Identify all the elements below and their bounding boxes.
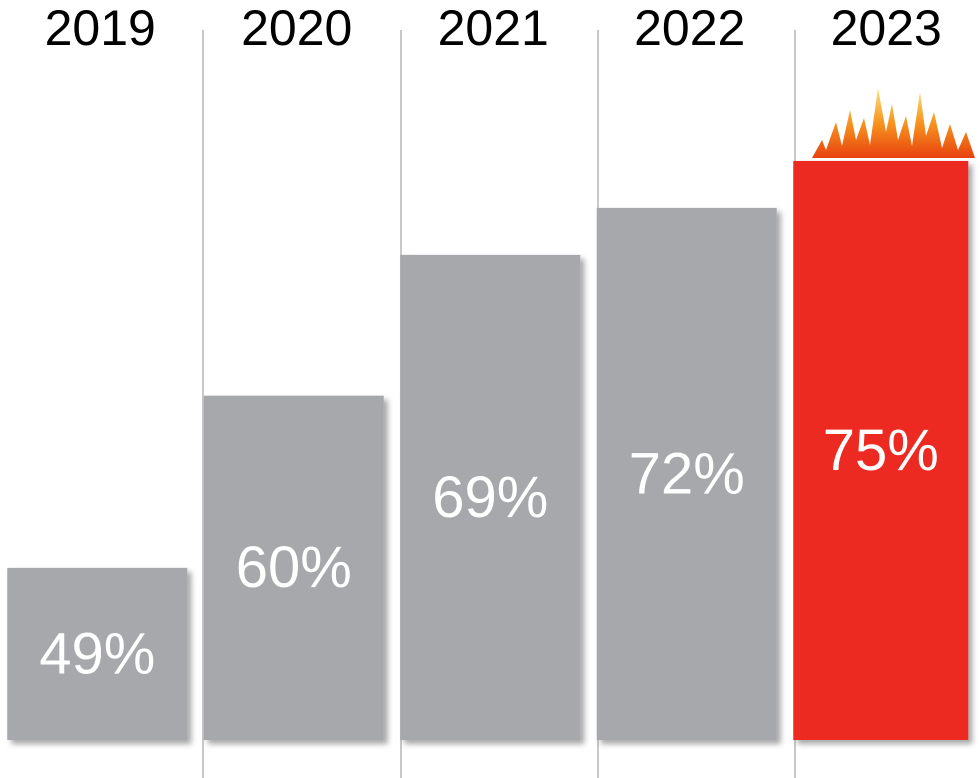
category-label: 2022 xyxy=(634,0,745,56)
value-label: 75% xyxy=(823,418,939,483)
value-label: 60% xyxy=(236,535,352,600)
category-label: 2019 xyxy=(45,0,156,56)
category-label: 2020 xyxy=(241,0,352,56)
chart: 2019 49% 2020 60% 2021 69% 2022 72% 2023 75% xyxy=(0,0,980,778)
value-label: 72% xyxy=(629,441,745,506)
value-label: 49% xyxy=(39,621,155,686)
category-label: 2021 xyxy=(438,0,549,56)
category-label: 2023 xyxy=(831,0,942,56)
value-label: 69% xyxy=(432,465,548,530)
flames xyxy=(812,88,975,158)
